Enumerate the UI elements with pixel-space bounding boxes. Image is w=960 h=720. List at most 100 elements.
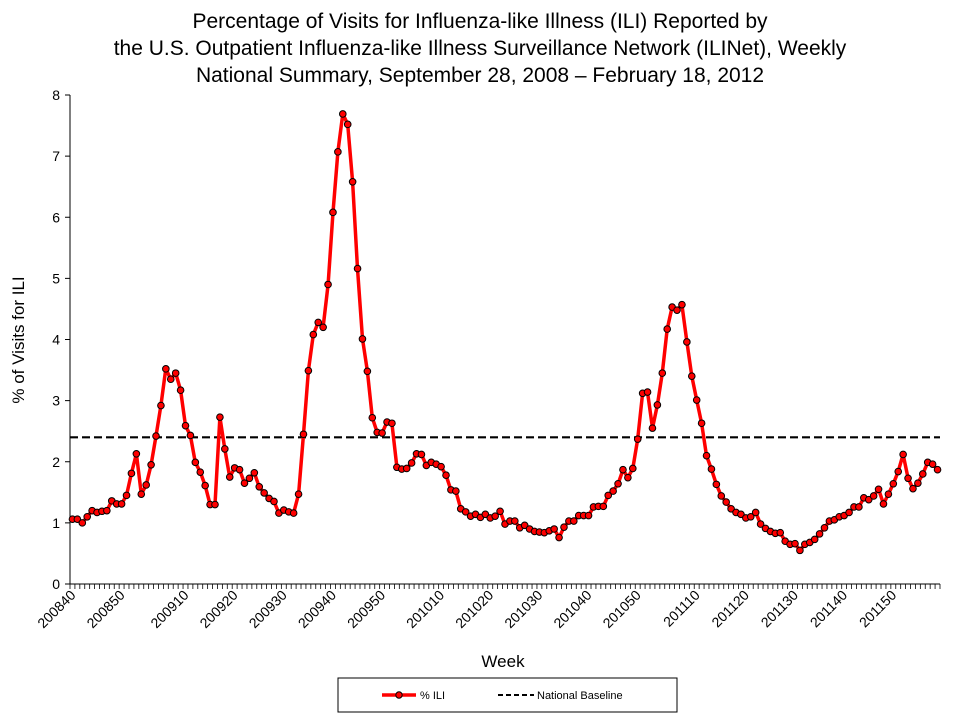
ili-data-point [103, 506, 111, 515]
ili-data-point [584, 511, 593, 520]
ili-data-point [481, 510, 490, 519]
ili-data-point [132, 450, 141, 458]
ili-data-point [707, 465, 716, 473]
ili-data-point [260, 489, 268, 497]
legend: % ILI National Baseline [337, 677, 678, 713]
x-tick-label: 201050 [599, 587, 643, 631]
ili-data-point [560, 523, 568, 531]
ili-data-point [181, 421, 190, 430]
ili-data-point [235, 465, 244, 474]
ili-data-point [609, 487, 617, 495]
chart-title-line: the U.S. Outpatient Influenza-like Illne… [113, 37, 847, 60]
ili-data-point [152, 432, 160, 440]
chart-title-line: National Summary, September 28, 2008 – F… [195, 64, 765, 87]
y-tick-label: 2 [52, 454, 60, 470]
ili-data-point [289, 509, 298, 517]
ili-data-point [904, 474, 912, 483]
ili-data-point [299, 430, 308, 439]
ili-data-point [678, 300, 686, 309]
x-tick-label: 201030 [501, 587, 545, 631]
ili-data-point [791, 539, 799, 548]
ili-data-point [211, 500, 219, 509]
ili-data-point [294, 490, 303, 498]
ili-data-point [889, 479, 898, 488]
ili-data-point [874, 485, 883, 494]
ili-data-point [496, 507, 504, 516]
ili-data-point [845, 508, 853, 517]
ili-data-point [628, 464, 637, 473]
x-tick-label: 200910 [147, 587, 191, 631]
ili-data-point [815, 530, 824, 538]
x-tick-label: 201040 [550, 587, 594, 631]
ili-data-point [864, 495, 873, 504]
ili-data-point [329, 208, 337, 217]
x-tick-label: 200950 [344, 587, 388, 631]
ili-data-point [196, 468, 205, 476]
ili-data-point [314, 318, 323, 327]
ili-data-point [756, 520, 765, 528]
x-tick-label: 200850 [83, 587, 127, 631]
legend-ili-marker [395, 691, 403, 699]
ili-data-point [402, 464, 411, 473]
ili-data-point [879, 500, 888, 508]
y-tick-label: 0 [52, 576, 60, 592]
ili-data-point [746, 512, 755, 521]
ili-data-point [633, 435, 642, 443]
ili-data-point [147, 461, 155, 469]
ili-data-point [304, 366, 313, 375]
ili-data-point [353, 264, 362, 273]
x-axis-title: Week [481, 652, 525, 671]
y-axis-title: % of Visits for ILI [9, 276, 28, 403]
ili-data-point [338, 110, 347, 118]
ili-data-point [619, 465, 627, 474]
ili-data-point [658, 369, 667, 377]
ili-data-point [712, 480, 721, 489]
ili-data-point [648, 424, 657, 432]
ili-data-point [737, 510, 745, 519]
x-tick-label: 201110 [660, 587, 703, 630]
y-tick-label: 8 [52, 87, 60, 103]
ili-data-point [550, 525, 558, 533]
ili-data-point [511, 517, 519, 525]
ili-data-point [216, 413, 224, 421]
chart-title: Percentage of Visits for Influenza-like … [0, 8, 960, 89]
ili-data-point [324, 280, 332, 289]
ili-data-point [751, 508, 760, 517]
ili-data-point [855, 503, 863, 511]
ili-data-point [643, 388, 652, 396]
ili-data-point [378, 429, 386, 437]
ili-data-point [614, 479, 622, 488]
y-tick-label: 6 [52, 209, 60, 225]
ili-data-point [309, 330, 318, 339]
ili-data-point [388, 419, 396, 428]
ili-data-point [442, 471, 450, 479]
legend-baseline-label: National Baseline [537, 690, 623, 702]
ili-data-point [437, 462, 445, 471]
ili-data-point [918, 470, 927, 478]
ili-data-point [899, 450, 907, 459]
ili-data-point [491, 512, 499, 520]
ili-data-point [604, 491, 613, 500]
ili-data-point [358, 335, 367, 343]
y-tick-label: 1 [52, 515, 60, 531]
ili-data-point [166, 375, 175, 384]
ili-data-point [221, 445, 229, 453]
y-tick-label: 5 [52, 270, 60, 286]
ili-data-point [255, 483, 264, 491]
ili-data-point [157, 401, 165, 410]
ili-data-point [334, 148, 342, 156]
ili-data-point [240, 479, 249, 487]
ili-data-point [142, 481, 150, 489]
ili-data-point [909, 484, 917, 493]
ili-data-point [653, 401, 662, 409]
x-tick-label: 201120 [708, 587, 752, 631]
x-tick-label: 201150 [856, 587, 900, 631]
ili-data-point [407, 459, 416, 467]
ili-data-point [520, 521, 529, 530]
ili-data-point [343, 120, 352, 129]
ili-data-point [894, 467, 903, 476]
ili-data-point [810, 535, 819, 544]
y-tick-label: 3 [52, 393, 60, 409]
ili-data-point [78, 519, 87, 527]
